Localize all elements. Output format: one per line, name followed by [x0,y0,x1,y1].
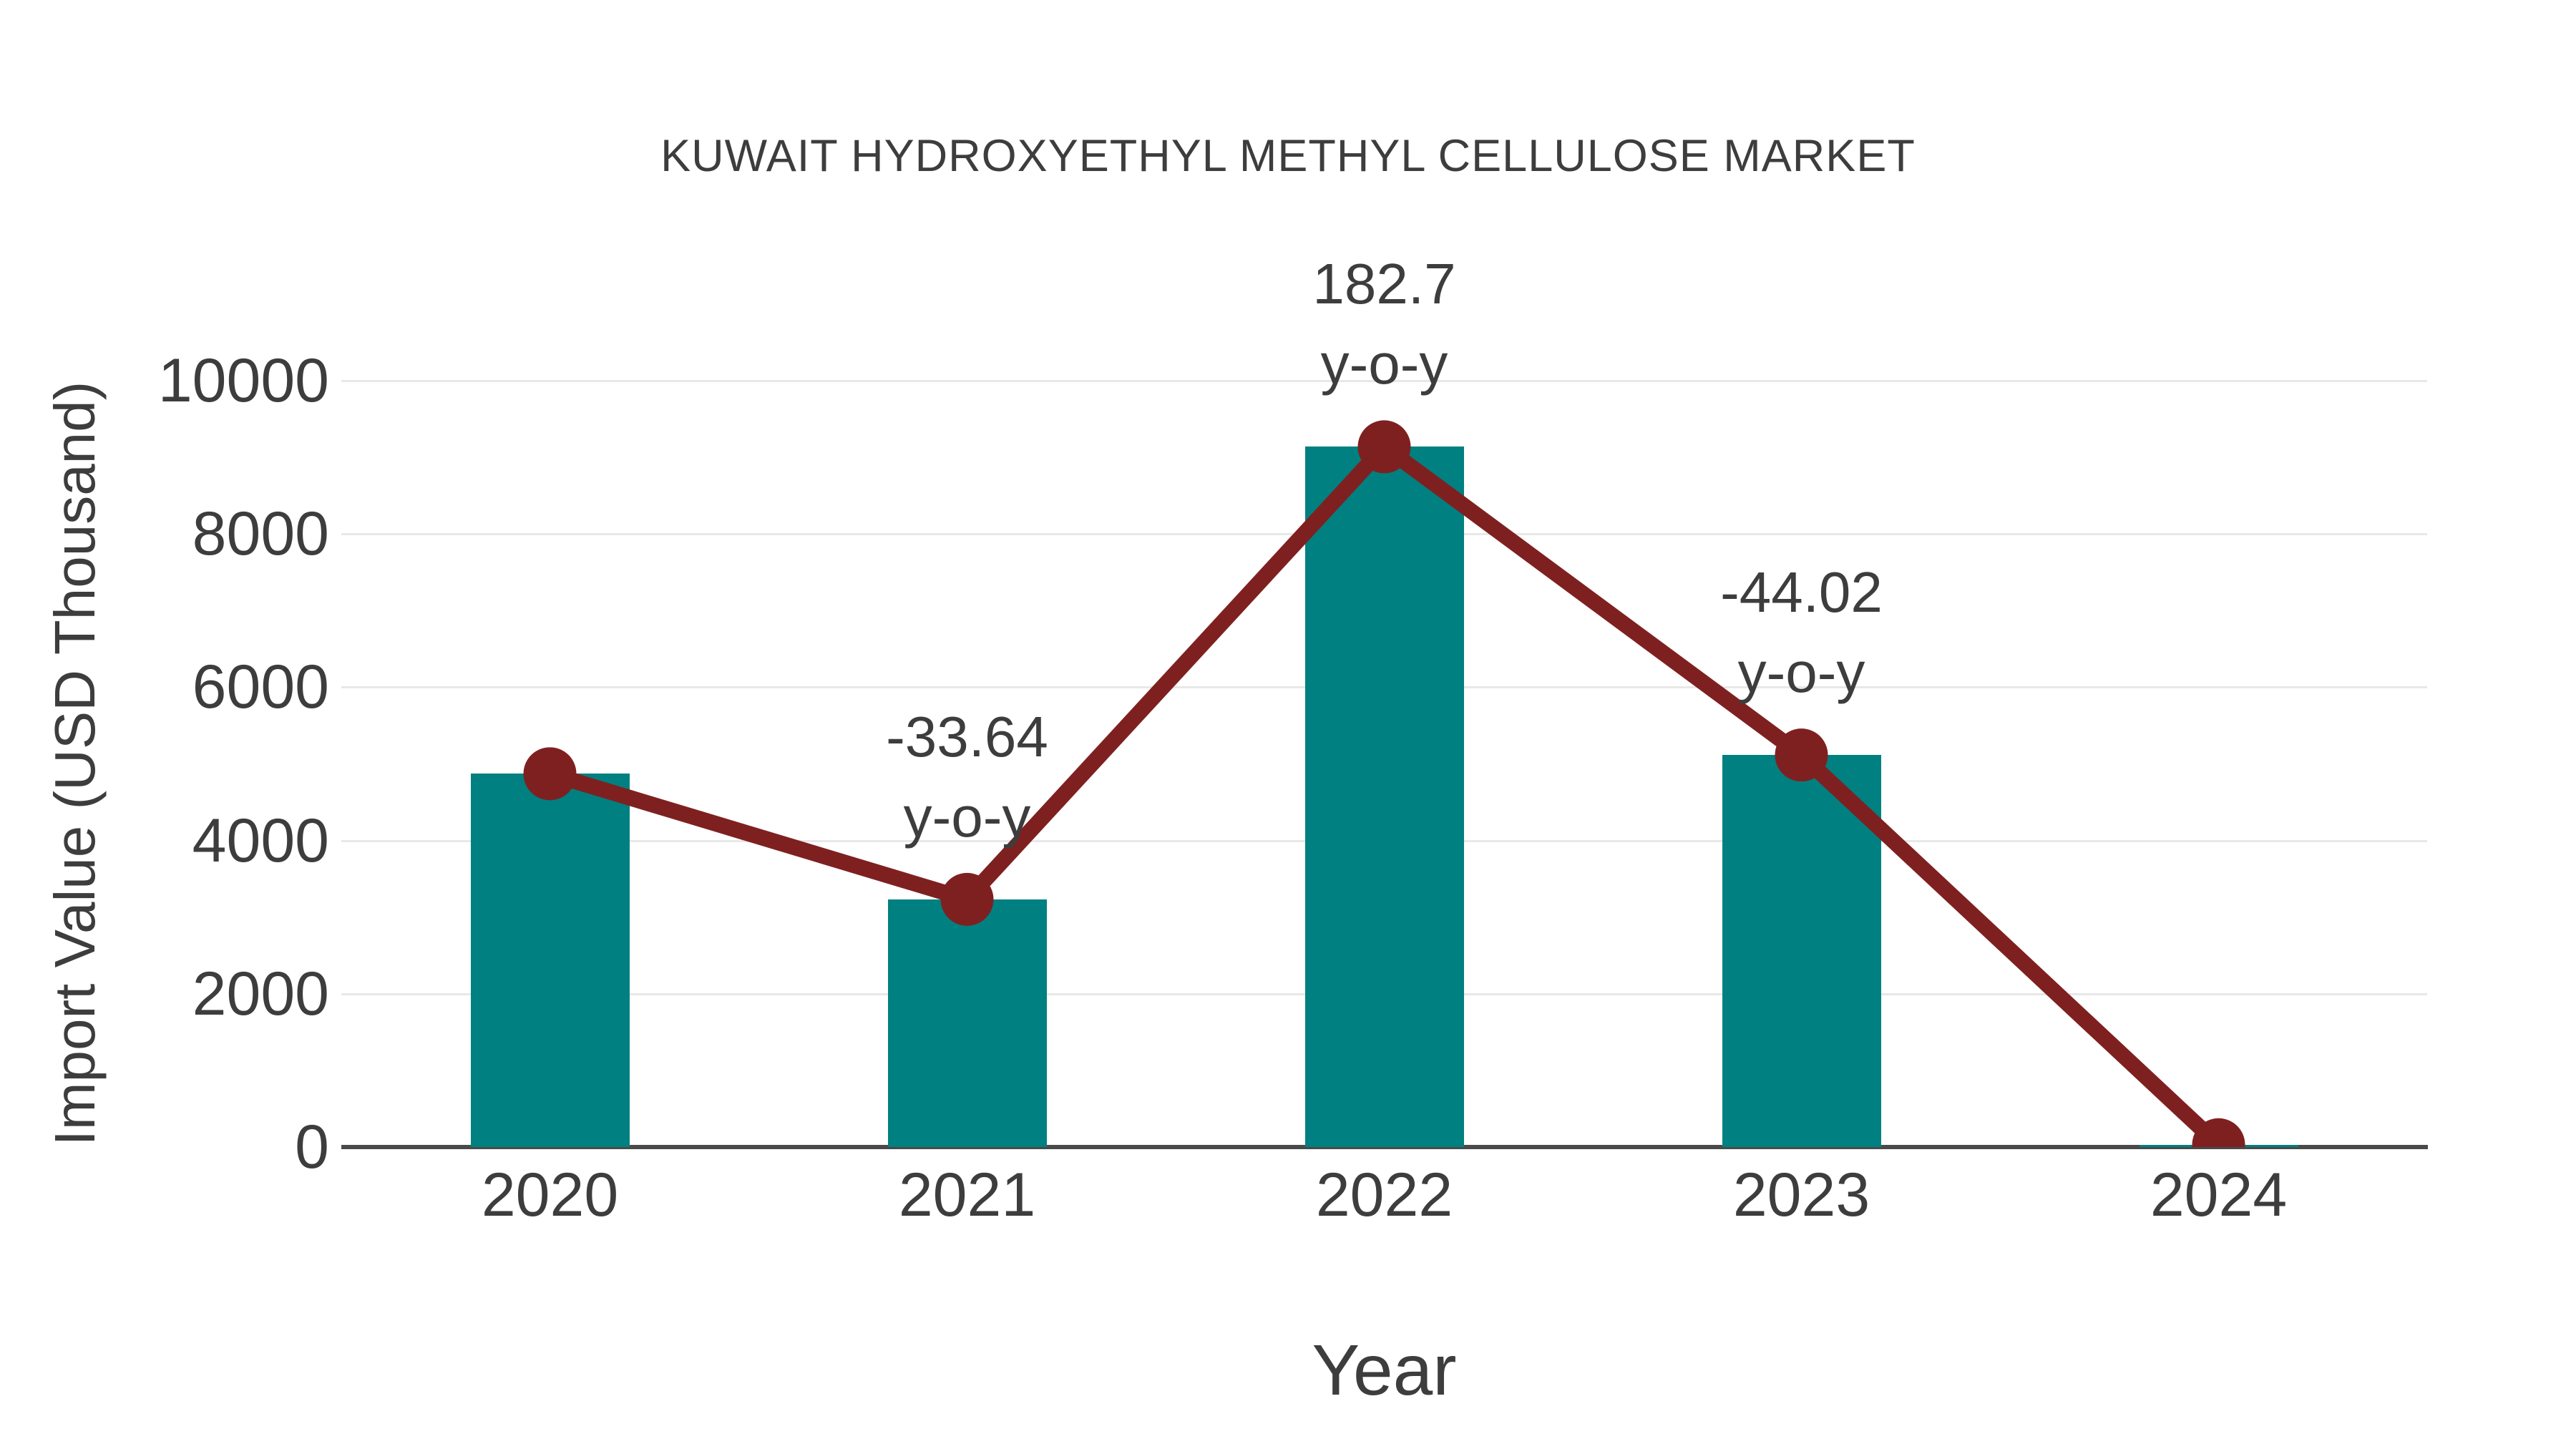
data-point-marker-2024 [2192,1118,2245,1147]
y-axis-title: Import Value (USD Thousand) [43,381,107,1146]
yoy-annotation-line: y-o-y [1320,332,1448,396]
x-tick-label-2023: 2023 [1732,1161,1870,1229]
y-tick-label: 0 [295,1113,329,1181]
data-point-marker-2023 [1775,728,1828,782]
x-tick-label-2022: 2022 [1315,1161,1453,1229]
yoy-annotation-2021: -33.64 y-o-y [886,697,1048,857]
yoy-annotation-line: y-o-y [903,784,1031,849]
bar-2021 [887,899,1047,1147]
data-point-marker-2020 [523,747,577,801]
x-axis-title: Year [1312,1330,1457,1410]
data-point-marker-2022 [1357,420,1411,474]
yoy-annotation-2023: -44.02 y-o-y [1720,552,1883,713]
yoy-annotation-line: -44.02 [1720,560,1883,625]
chart-title: KUWAIT HYDROXYETHYL METHYL CELLULOSE MAR… [660,131,1916,181]
bar-2020 [470,774,630,1147]
trend-line-layer [523,420,2245,1147]
y-tick-label: 6000 [192,653,329,722]
yoy-annotation-2022: 182.7 y-o-y [1312,244,1455,404]
x-tick-label-2024: 2024 [2150,1161,2288,1229]
trend-line [547,436,2225,1147]
x-tick-label-2020: 2020 [481,1161,619,1229]
bar-2022 [1304,447,1464,1147]
x-tick-label-2021: 2021 [898,1161,1036,1229]
x-axis-line [341,1145,2428,1149]
yoy-annotation-line: y-o-y [1737,640,1865,705]
y-tick-label: 10000 [157,346,329,415]
yoy-annotation-line: 182.7 [1312,252,1456,316]
y-tick-label: 4000 [192,806,329,875]
y-tick-label: 2000 [192,959,329,1028]
gridline-y-10000 [341,380,2427,382]
bar-2023 [1722,755,1881,1147]
y-tick-label: 8000 [192,499,329,569]
data-point-marker-2021 [940,872,994,926]
yoy-annotation-line: -33.64 [886,704,1048,769]
